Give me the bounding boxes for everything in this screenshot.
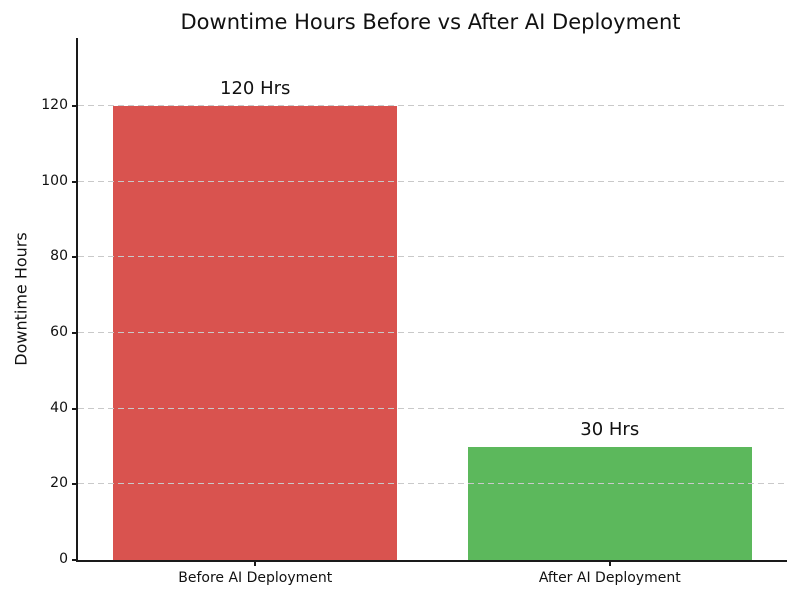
bar-value-label: 120 Hrs [220, 78, 291, 100]
y-tick-label: 100 [41, 172, 68, 189]
y-tick-mark [72, 483, 76, 486]
y-axis-label: Downtime Hours [11, 232, 31, 366]
y-tick-mark [72, 256, 76, 259]
gridline [78, 256, 787, 258]
x-tick-label: Before AI Deployment [178, 570, 333, 586]
bar-after-ai-deployment: 30 Hrs [467, 419, 752, 560]
x-tick-label: After AI Deployment [538, 570, 681, 586]
y-tick-mark [72, 407, 76, 410]
gridline [78, 407, 787, 409]
x-tick-mark [608, 562, 611, 566]
chart-title: Downtime Hours Before vs After AI Deploy… [180, 10, 681, 34]
y-tick-mark [72, 105, 76, 108]
y-tick-mark [72, 559, 76, 561]
x-tick-mark [254, 562, 257, 566]
gridline [78, 105, 787, 107]
y-tick-label: 60 [50, 324, 68, 341]
y-tick-label: 0 [59, 551, 68, 567]
plot-area: 120 Hrs 30 Hrs 0 20 40 60 80 100 120 Before AI … [41, 38, 787, 586]
y-tick-mark [72, 332, 76, 335]
gridline [78, 332, 787, 334]
gridline [78, 180, 787, 182]
bar-before-ai-deployment: 120 Hrs [113, 78, 398, 560]
y-tick-mark [72, 180, 76, 183]
y-tick-label: 120 [41, 97, 68, 114]
y-tick-label: 20 [50, 475, 68, 492]
y-tick-label: 40 [50, 399, 68, 416]
bar-value-label: 30 Hrs [580, 418, 640, 440]
gridline [78, 483, 787, 485]
y-tick-label: 80 [50, 248, 68, 265]
